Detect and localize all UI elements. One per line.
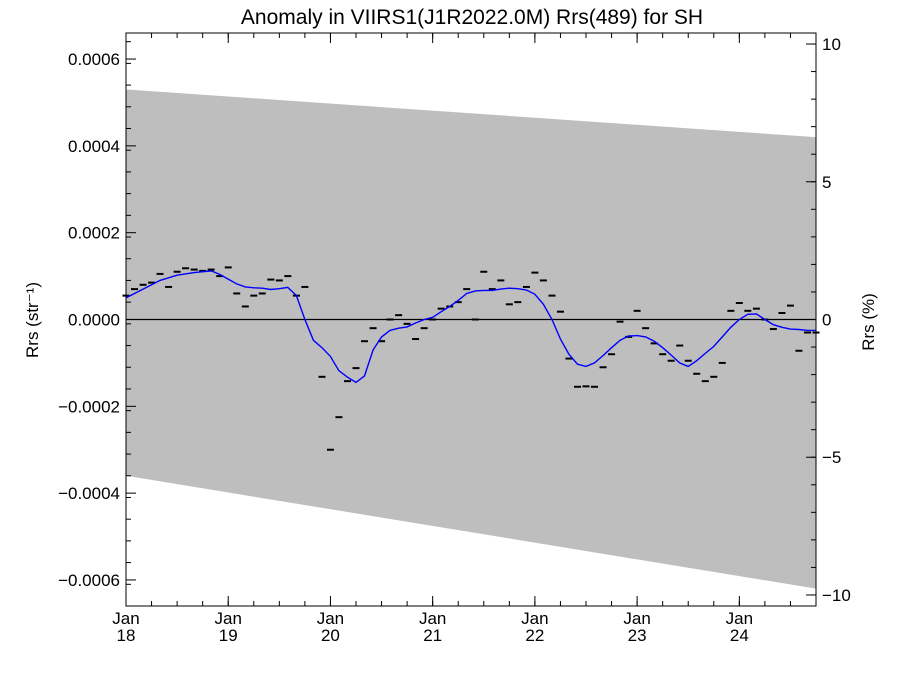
axes-layer: 0.0006 0.0004 0.0002 0.0000 −0.0002 −0.0004 −0… — [58, 33, 851, 645]
y-axis-label-right: Rrs (%) — [859, 293, 878, 351]
x-tick-label-year: 23 — [628, 626, 647, 645]
monthly-points-layer — [122, 266, 820, 451]
y-left-tick-label: −0.0002 — [58, 397, 120, 416]
y-left-tick-label: 0.0002 — [68, 224, 120, 243]
y-left-tick-label: 0.0000 — [68, 311, 120, 330]
y-axis-label-left: Rrs (str⁻¹) — [23, 282, 42, 358]
y-left-tick-label: −0.0006 — [58, 571, 120, 590]
y-right-tick-label: −10 — [822, 586, 851, 605]
uncertainty-band — [126, 89, 816, 589]
x-tick-label-year: 22 — [525, 626, 544, 645]
y-right-tick-label: −5 — [822, 448, 841, 467]
x-tick-label-month: Jan — [726, 609, 753, 628]
uncertainty-band-layer — [126, 89, 816, 589]
x-tick-label-month: Jan — [623, 609, 650, 628]
x-tick-label-month: Jan — [215, 609, 242, 628]
x-tick-label-year: 18 — [117, 626, 136, 645]
chart-title: Anomaly in VIIRS1(J1R2022.0M) Rrs(489) f… — [241, 6, 703, 29]
x-tick-label-month: Jan — [317, 609, 344, 628]
x-tick-label-year: 24 — [730, 626, 749, 645]
y-left-tick-label: −0.0004 — [58, 484, 120, 503]
x-tick-label-year: 19 — [219, 626, 238, 645]
y-left-tick-label: 0.0004 — [68, 137, 120, 156]
x-tick-label-year: 21 — [423, 626, 442, 645]
y-right-tick-label: 5 — [822, 173, 831, 192]
smoothed-anomaly-line — [125, 270, 816, 384]
x-tick-label-year: 20 — [321, 626, 340, 645]
x-tick-label-month: Jan — [419, 609, 446, 628]
y-right-tick-label: 10 — [822, 35, 841, 54]
x-tick-label-month: Jan — [112, 609, 139, 628]
y-left-tick-label: 0.0006 — [68, 50, 120, 69]
y-right-tick-label: 0 — [822, 311, 831, 330]
x-tick-label-month: Jan — [521, 609, 548, 628]
